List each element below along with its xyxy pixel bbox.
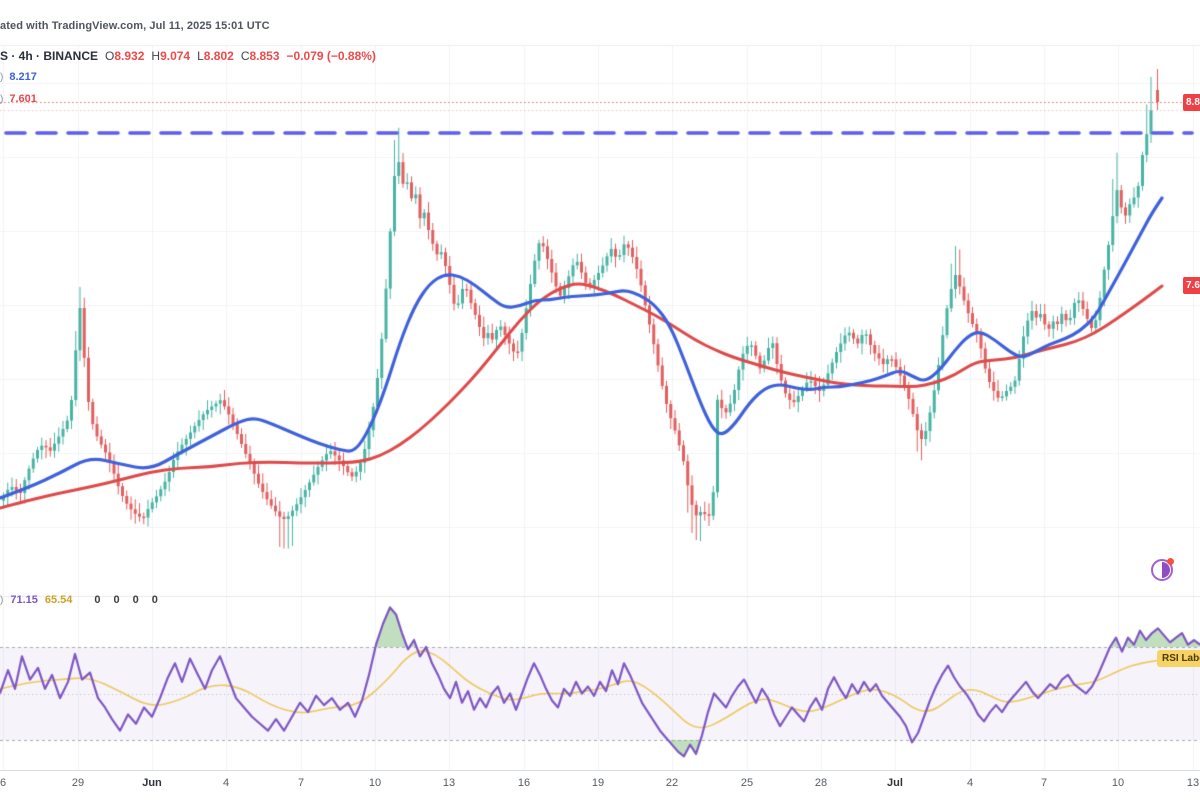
- time-axis-label: 28: [814, 777, 828, 789]
- time-axis-label: 7: [297, 777, 305, 789]
- ma-slow-value: 7.601: [9, 93, 37, 105]
- time-axis-label: 22: [665, 777, 679, 789]
- ma-slow-legend: ) 7.601: [0, 93, 37, 105]
- last-price-badge: 8.853: [1183, 94, 1200, 111]
- time-axis-label: 13: [442, 777, 456, 789]
- ma-slow-prefix: ): [0, 93, 4, 105]
- time-axis-label: 6: [0, 777, 7, 789]
- attribution-text: ated with TradingView.com, Jul 11, 2025 …: [0, 20, 270, 32]
- time-axis-label: 25: [740, 777, 754, 789]
- time-axis-label: 4: [222, 777, 230, 789]
- rsi-ma-value: 65.54: [44, 594, 73, 606]
- rsi-legend: ) 71.15 65.54 0 0 0 0: [0, 594, 158, 606]
- symbol-name: S · 4h · BINANCE: [0, 49, 99, 63]
- time-axis-label: 10: [368, 777, 382, 789]
- time-axis-label: Jun: [142, 777, 162, 789]
- price-change: −0.079 (−0.88%): [286, 49, 376, 63]
- ohlc-high: H9.074: [151, 49, 191, 63]
- time-axis-label: 29: [71, 777, 85, 789]
- time-axis-label: 16: [517, 777, 531, 789]
- rsi-extra-values: 0 0 0 0: [94, 594, 158, 606]
- rsi-labels-badge: RSI Labels: [1157, 650, 1200, 667]
- ohlc-low: L8.802: [197, 49, 234, 63]
- time-axis-label: 10: [1111, 777, 1125, 789]
- time-axis-label: 19: [591, 777, 605, 789]
- ma-fast-legend: ) 8.217: [0, 71, 37, 83]
- time-axis-label: 7: [1040, 777, 1048, 789]
- ma-fast-value: 8.217: [9, 71, 37, 83]
- ohlc-open: O8.932: [105, 49, 145, 63]
- rsi-value: 71.15: [10, 594, 38, 606]
- time-axis-label: Jul: [887, 777, 903, 789]
- indicator-bubble-icon[interactable]: [1151, 558, 1174, 581]
- time-axis-label: 4: [966, 777, 974, 789]
- time-axis[interactable]: 6 29 Jun 4 7 10 13 16 19 22 25 28 Jul 4 7 10 13: [0, 770, 1200, 800]
- rsi-prefix: ): [0, 594, 4, 606]
- indicator-bubble-glyph: [1162, 562, 1170, 578]
- ma-fast-prefix: ): [0, 71, 4, 83]
- ohlc-close: C8.853: [240, 49, 280, 63]
- symbol-legend: S · 4h · BINANCE O8.932 H9.074 L8.802 C8…: [0, 49, 376, 63]
- ma-slow-price-badge: 7.601: [1183, 277, 1200, 294]
- notification-dot-icon: [1167, 558, 1174, 565]
- time-axis-label: 13: [1186, 777, 1200, 789]
